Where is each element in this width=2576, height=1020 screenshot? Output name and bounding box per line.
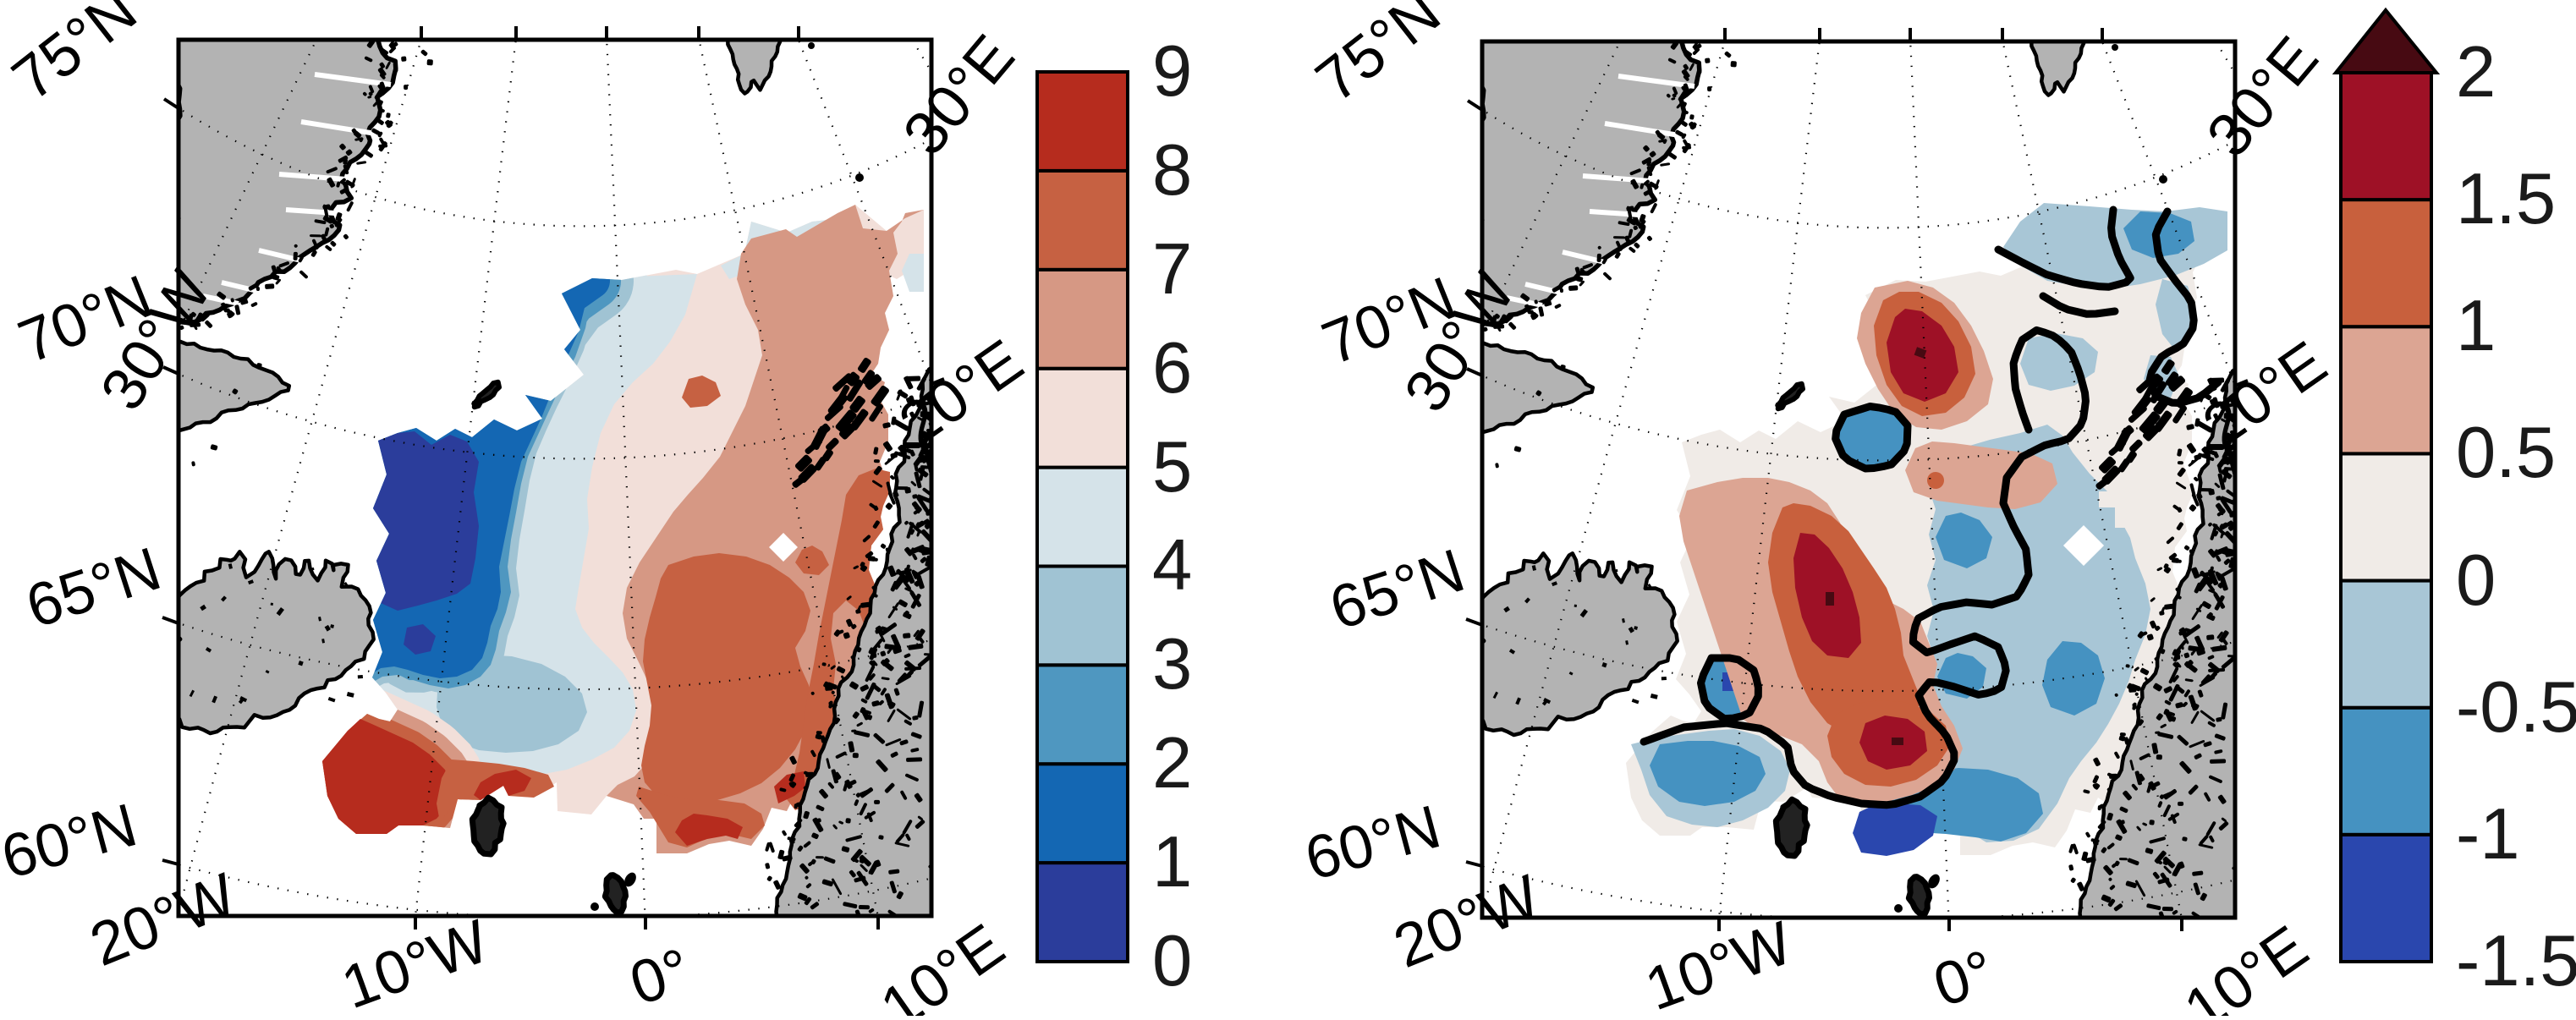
svg-text:1.5: 1.5 [2456,159,2556,239]
svg-text:7: 7 [1152,229,1192,310]
svg-text:5: 5 [1152,427,1192,507]
svg-text:0: 0 [2456,540,2496,621]
svg-text:3: 3 [1152,624,1192,705]
svg-text:1: 1 [2456,286,2496,366]
svg-text:1: 1 [1152,822,1192,902]
svg-text:-1: -1 [2456,794,2520,875]
svg-text:6: 6 [1152,328,1192,409]
svg-text:2: 2 [1152,723,1192,803]
svg-text:0: 0 [1152,921,1192,1001]
svg-text:2: 2 [2456,32,2496,112]
svg-text:4: 4 [1152,525,1192,606]
svg-text:0.5: 0.5 [2456,413,2556,493]
svg-text:-1.5: -1.5 [2456,921,2576,1001]
svg-text:9: 9 [1152,31,1192,112]
svg-text:-0.5: -0.5 [2456,667,2576,748]
svg-text:8: 8 [1152,130,1192,211]
